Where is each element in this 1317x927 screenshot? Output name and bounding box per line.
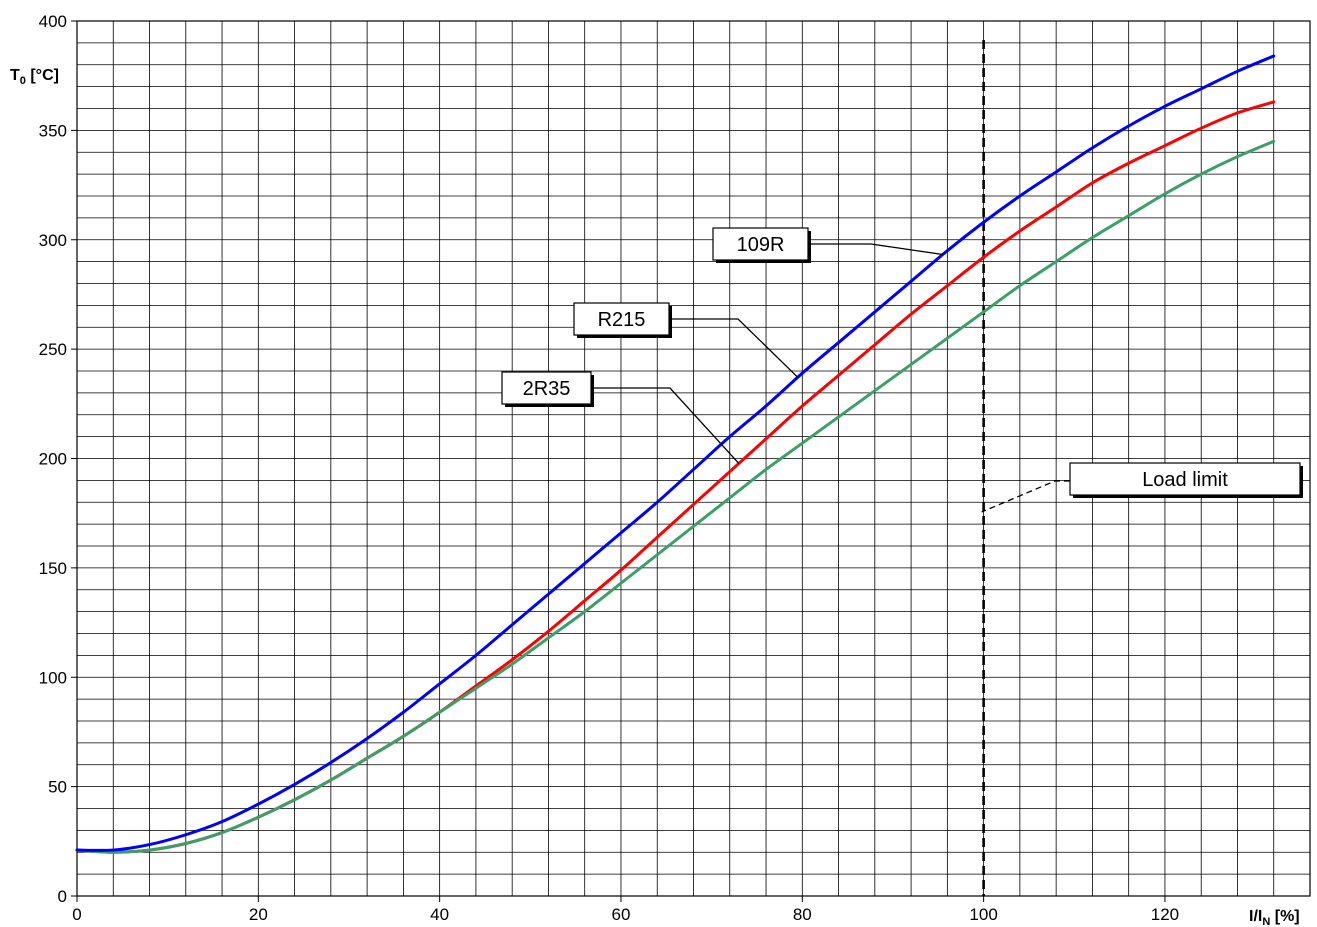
x-tick-label: 120: [1151, 905, 1179, 924]
y-tick-label: 250: [39, 340, 67, 359]
callout-label: R215: [598, 309, 646, 331]
callout-leader: [591, 387, 740, 464]
callout-leader: [981, 480, 1070, 513]
x-tick-label: 60: [612, 905, 631, 924]
y-tick-label: 50: [48, 778, 67, 797]
callout-leader: [808, 243, 943, 256]
callout-load-limit: Load limit: [981, 462, 1303, 513]
tick-labels: 0 50 100 150 200 250 300 350 400 0 20 40 60 80 100 120: [39, 12, 1180, 924]
y-tick-label: 350: [39, 121, 67, 140]
callout-109r: 109R: [712, 227, 943, 263]
y-tick-label: 300: [39, 231, 67, 250]
y-tick-label: 400: [39, 12, 67, 31]
callout-leader: [669, 318, 799, 378]
x-tick-label: 40: [430, 905, 449, 924]
callouts: 109R R215 2R35 Load limit: [501, 227, 1303, 513]
series-line-2r35: [75, 139, 1276, 854]
callout-box: [573, 302, 670, 336]
callout-label: 2R35: [523, 378, 571, 400]
x-tick-label: 100: [969, 905, 997, 924]
series-line-109r: [75, 54, 1276, 852]
x-tick-label: 80: [793, 905, 812, 924]
y-tick-label: 200: [39, 450, 67, 469]
x-tick-label: 0: [72, 905, 81, 924]
x-axis-title: I/IN [%]: [1249, 908, 1300, 927]
callout-box: [501, 371, 592, 405]
y-tick-label: 0: [58, 887, 67, 906]
callout-label: Load limit: [1142, 469, 1228, 491]
x-tick-label: 20: [249, 905, 268, 924]
y-tick-label: 100: [39, 668, 67, 687]
callout-box: [1069, 462, 1301, 496]
series-lines: [75, 54, 1276, 854]
callout-r215: R215: [573, 302, 799, 378]
callout-label: 109R: [737, 234, 785, 256]
callout-box: [712, 227, 809, 261]
grid: [76, 20, 1311, 897]
callout-2r35: 2R35: [501, 371, 740, 464]
y-axis-title: T0 [°C]: [10, 67, 59, 87]
y-tick-label: 150: [39, 559, 67, 578]
